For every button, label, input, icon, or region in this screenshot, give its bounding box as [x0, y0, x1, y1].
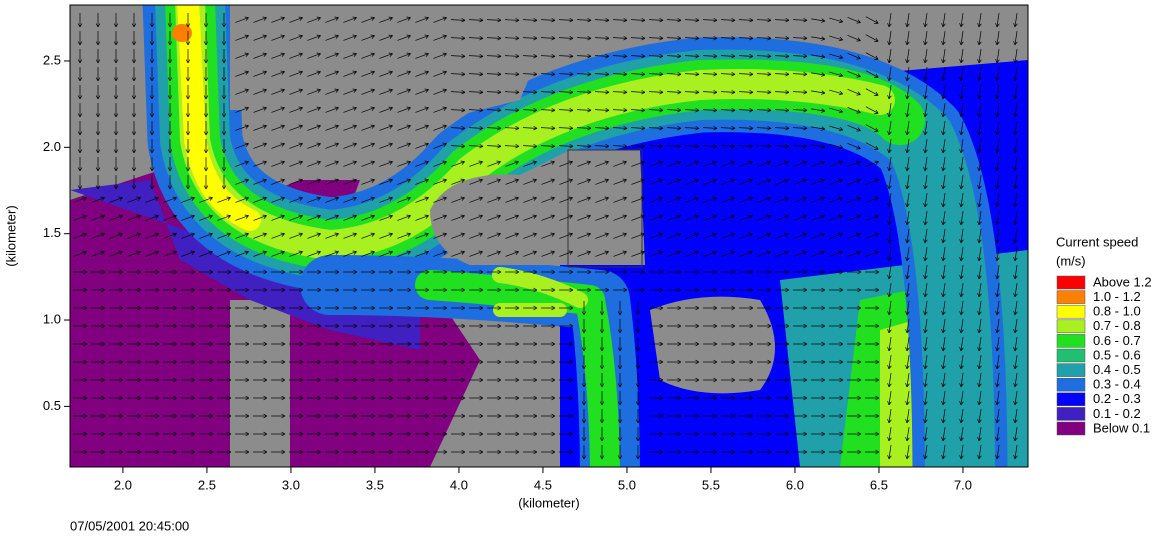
- legend-label: Below 0.1: [1093, 420, 1150, 435]
- x-tick-label: 6.5: [870, 477, 888, 492]
- legend-swatch: [1057, 320, 1085, 333]
- legend-swatch: [1057, 276, 1085, 289]
- legend-swatch: [1057, 349, 1085, 362]
- y-tick-label: 2.0: [43, 139, 61, 154]
- y-tick-label: 1.5: [43, 225, 61, 240]
- legend-swatch: [1057, 334, 1085, 347]
- legend-swatch: [1057, 407, 1085, 420]
- island: [650, 297, 775, 394]
- y-tick-label: 2.5: [43, 52, 61, 67]
- legend-swatch: [1057, 364, 1085, 377]
- timestamp: 07/05/2001 20:45:00: [70, 518, 189, 533]
- x-tick-label: 4.5: [534, 477, 552, 492]
- x-tick-label: 2.5: [198, 477, 216, 492]
- legend-swatch: [1057, 378, 1085, 391]
- legend: Above 1.21.0 - 1.20.8 - 1.00.7 - 0.80.6 …: [1057, 274, 1152, 435]
- legend-swatch: [1057, 305, 1085, 318]
- x-tick-label: 6.0: [786, 477, 804, 492]
- x-tick-label: 5.5: [702, 477, 720, 492]
- legend-unit: (m/s): [1056, 253, 1086, 268]
- x-tick-label: 3.5: [366, 477, 384, 492]
- y-axis-label: (kilometer): [3, 205, 18, 266]
- legend-label: 0.8 - 1.0: [1093, 304, 1141, 319]
- legend-label: 0.3 - 0.4: [1093, 377, 1141, 392]
- legend-swatch: [1057, 291, 1085, 304]
- legend-label: Above 1.2: [1093, 274, 1152, 289]
- legend-label: 1.0 - 1.2: [1093, 289, 1141, 304]
- legend-label: 0.4 - 0.5: [1093, 362, 1141, 377]
- x-tick-label: 5.0: [618, 477, 636, 492]
- legend-label: 0.5 - 0.6: [1093, 347, 1141, 362]
- x-tick-label: 3.0: [282, 477, 300, 492]
- land: [230, 300, 290, 467]
- y-tick-label: 1.0: [43, 311, 61, 326]
- figure: (kilometer) (kilometer) 07/05/2001 20:45…: [0, 0, 1169, 543]
- legend-title: Current speed: [1056, 234, 1138, 249]
- x-tick-label: 2.0: [114, 477, 132, 492]
- peak-area: [172, 24, 192, 42]
- legend-label: 0.2 - 0.3: [1093, 391, 1141, 406]
- x-tick-label: 7.0: [954, 477, 972, 492]
- x-axis-label: (kilometer): [518, 495, 579, 510]
- x-tick-label: 4.0: [450, 477, 468, 492]
- legend-label: 0.1 - 0.2: [1093, 406, 1141, 421]
- legend-swatch: [1057, 422, 1085, 435]
- legend-label: 0.6 - 0.7: [1093, 333, 1141, 348]
- legend-label: 0.7 - 0.8: [1093, 318, 1141, 333]
- legend-swatch: [1057, 393, 1085, 406]
- y-tick-label: 0.5: [43, 398, 61, 413]
- speed-field: [70, 0, 1028, 480]
